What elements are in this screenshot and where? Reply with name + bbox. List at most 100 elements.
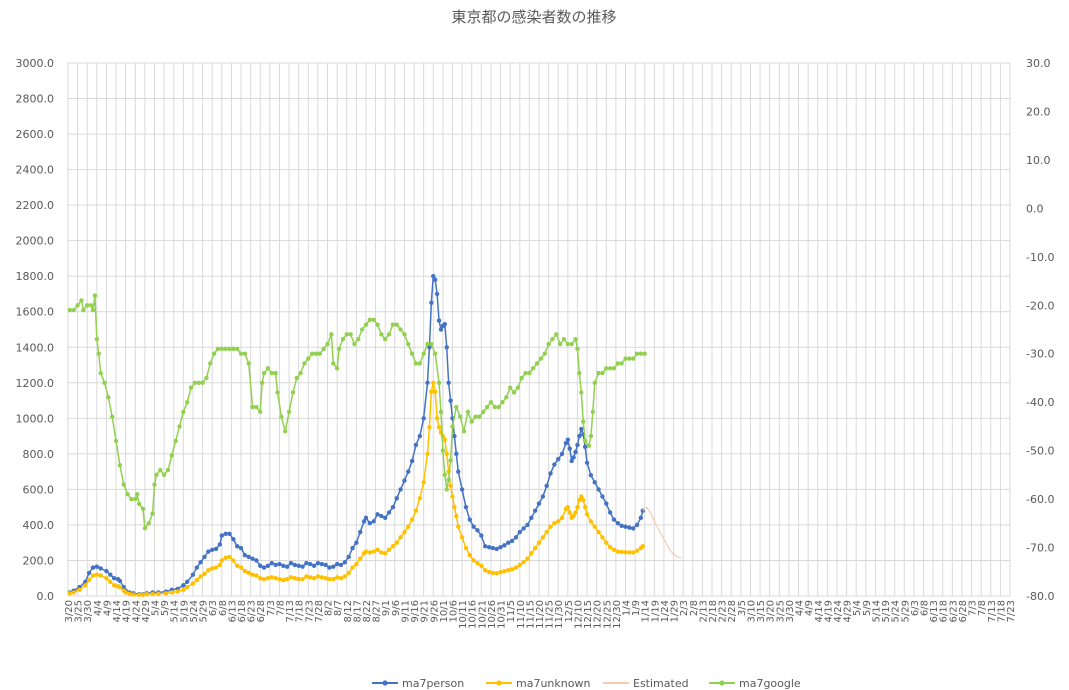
data-point-ma7google — [484, 404, 490, 410]
data-point-ma7person — [429, 300, 434, 306]
data-point-ma7google — [275, 390, 280, 395]
series-line-ma7google — [69, 294, 645, 529]
data-point-ma7google — [121, 482, 126, 487]
x-tick-label: 11/20 — [535, 600, 546, 629]
y-left-tick-label: 1600.0 — [16, 306, 55, 319]
data-point-ma7person — [475, 528, 480, 533]
y-right-tick-label: -10.0 — [1026, 251, 1054, 264]
data-point-ma7person — [482, 544, 488, 549]
data-point-ma7person — [121, 584, 126, 590]
data-point-ma7unknown — [202, 571, 207, 576]
data-point-ma7unknown — [456, 524, 461, 529]
data-point-ma7person — [454, 451, 459, 457]
data-point-ma7google — [554, 332, 559, 337]
x-tick-label: 10/31 — [497, 600, 508, 629]
data-point-ma7person — [563, 441, 569, 446]
data-point-ma7person — [269, 560, 274, 566]
data-point-ma7person — [521, 526, 526, 531]
data-point-ma7person — [288, 560, 294, 566]
data-point-ma7unknown — [379, 550, 384, 555]
data-point-ma7person — [108, 572, 113, 577]
data-point-ma7google — [106, 395, 111, 400]
data-point-ma7unknown — [163, 591, 169, 596]
data-point-ma7google — [294, 375, 299, 381]
data-point-ma7google — [398, 327, 403, 332]
data-point-ma7unknown — [398, 535, 403, 540]
data-point-ma7unknown — [454, 513, 459, 519]
data-point-ma7person — [350, 545, 355, 551]
data-point-ma7unknown — [421, 480, 426, 485]
data-point-ma7person — [413, 442, 419, 448]
data-point-ma7google — [215, 346, 221, 352]
y-right-tick-label: 0.0 — [1026, 202, 1044, 215]
data-point-ma7person — [117, 578, 123, 584]
y-right-tick-label: -50.0 — [1026, 445, 1054, 458]
data-point-ma7google — [92, 293, 98, 298]
data-point-ma7person — [584, 460, 590, 465]
data-point-ma7unknown — [123, 590, 128, 595]
data-point-ma7google — [429, 341, 434, 347]
y-left-tick-label: 0.0 — [37, 590, 55, 603]
data-point-ma7person — [552, 462, 557, 467]
data-point-ma7person — [323, 562, 328, 568]
legend-label-ma7person: ma7person — [402, 677, 464, 690]
data-point-ma7google — [313, 351, 319, 356]
data-point-ma7person — [448, 398, 453, 403]
x-tick-label: 5/4 — [151, 600, 162, 616]
data-point-ma7unknown — [567, 510, 572, 515]
data-point-ma7unknown — [631, 550, 636, 555]
data-point-ma7unknown — [281, 577, 286, 583]
data-point-ma7unknown — [498, 569, 503, 575]
data-point-ma7person — [104, 568, 109, 574]
x-tick-label: 4/14 — [112, 600, 123, 622]
legend-marker-ma7unknown — [496, 680, 502, 686]
data-point-ma7google — [500, 399, 505, 405]
data-point-ma7unknown — [532, 545, 538, 551]
data-point-ma7unknown — [604, 540, 609, 545]
x-tick-label: 12/5 — [564, 600, 575, 622]
data-point-ma7google — [302, 361, 307, 366]
data-point-ma7person — [94, 564, 100, 569]
data-point-ma7google — [94, 336, 100, 342]
data-point-ma7google — [596, 370, 601, 376]
data-point-ma7unknown — [67, 591, 73, 596]
x-tick-label: 5/29 — [900, 600, 911, 622]
x-tick-label: 11/25 — [545, 600, 556, 629]
data-point-ma7unknown — [506, 568, 511, 573]
data-point-ma7unknown — [311, 576, 317, 581]
x-tick-label: 3/30 — [785, 600, 796, 622]
data-point-ma7unknown — [450, 494, 455, 499]
data-point-ma7unknown — [273, 576, 278, 581]
data-point-ma7google — [386, 332, 392, 337]
data-point-ma7person — [565, 437, 571, 442]
data-point-ma7google — [192, 380, 198, 385]
data-point-ma7person — [463, 504, 469, 510]
data-point-ma7unknown — [556, 519, 561, 524]
data-point-ma7google — [81, 307, 86, 313]
data-point-ma7google — [496, 404, 501, 410]
data-point-ma7unknown — [190, 581, 196, 586]
data-point-ma7person — [111, 576, 117, 581]
data-point-ma7google — [573, 336, 578, 342]
data-point-ma7person — [227, 531, 232, 537]
data-point-ma7unknown — [517, 562, 522, 568]
data-point-ma7google — [102, 380, 107, 385]
data-point-ma7google — [454, 404, 459, 410]
x-tick-label: 2/8 — [689, 600, 700, 616]
data-point-ma7unknown — [540, 535, 546, 540]
data-point-ma7unknown — [448, 483, 453, 489]
y-right-tick-label: -70.0 — [1026, 542, 1054, 555]
data-point-ma7unknown — [611, 547, 617, 553]
data-point-ma7google — [204, 375, 209, 381]
x-tick-label: 12/15 — [583, 600, 594, 629]
data-point-ma7unknown — [77, 587, 82, 592]
y-right-tick-label: 20.0 — [1026, 105, 1051, 118]
data-point-ma7person — [398, 487, 403, 492]
data-point-ma7unknown — [319, 575, 324, 580]
data-point-ma7unknown — [471, 558, 476, 563]
x-tick-label: 4/29 — [843, 600, 854, 622]
data-point-ma7person — [342, 560, 348, 565]
data-point-ma7unknown — [482, 568, 488, 573]
data-point-ma7google — [590, 409, 596, 415]
data-point-ma7unknown — [432, 389, 438, 394]
